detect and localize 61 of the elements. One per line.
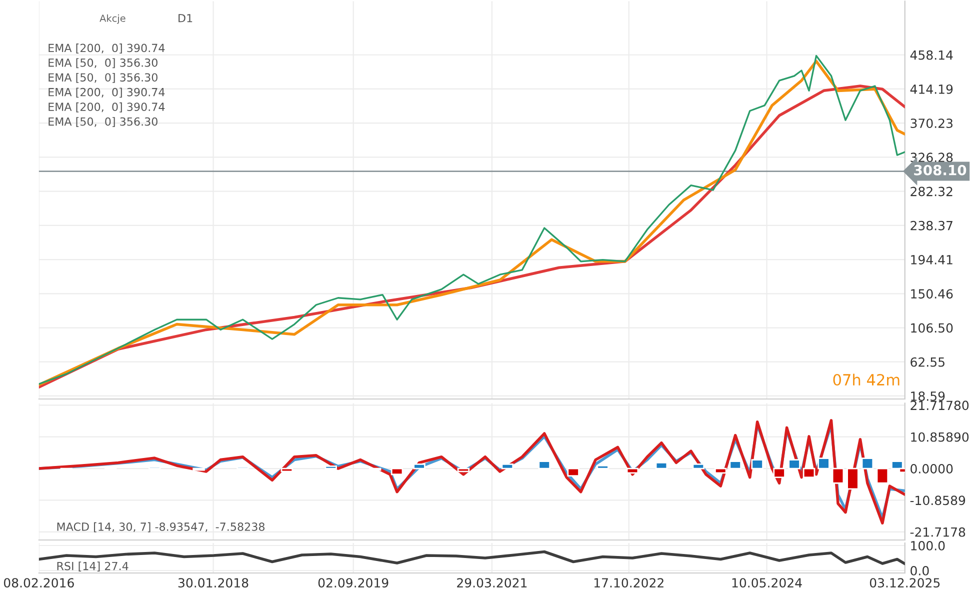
annotation: EMA [200, 0] 390.74 (48, 102, 165, 112)
bar (773, 468, 786, 478)
bar (501, 463, 514, 470)
ref-line-label: 308.10 (914, 164, 966, 176)
bar (413, 463, 426, 470)
bar (714, 468, 727, 474)
annotation: EMA [50, 0] 356.30 (48, 58, 158, 68)
y-tick-label: 100.0 (911, 540, 945, 550)
y-tick-label: 458.14 (910, 50, 953, 60)
x-tick-label: 08.02.2016 (4, 578, 74, 588)
annotation: Akcje (100, 14, 126, 24)
bar (729, 460, 742, 470)
annotation: EMA [200, 0] 390.74 (48, 88, 165, 98)
bar (457, 468, 470, 472)
y-tick-label: 0.0000 (910, 464, 953, 474)
bar (846, 468, 859, 490)
x-tick-label: 29.03.2021 (457, 578, 527, 588)
bar (832, 468, 844, 484)
y-tick-label: 414.19 (910, 84, 953, 94)
annotation: RSI [14] 27.4 (57, 562, 128, 572)
annotation: EMA [50, 0] 356.30 (48, 117, 158, 128)
annotation: D1 (178, 14, 192, 22)
annotation: 07h 42m (833, 374, 900, 386)
y-tick-label: 238.37 (910, 220, 952, 230)
y-tick-label: 194.41 (911, 255, 952, 264)
bar (280, 468, 294, 472)
bar (876, 468, 889, 484)
bar (692, 463, 705, 470)
bar (861, 458, 874, 470)
x-tick-label: 03.12.2025 (870, 578, 940, 588)
y-tick-label: 10.85890 (911, 432, 969, 442)
bar (567, 468, 580, 477)
x-tick-label: 02.09.2019 (318, 578, 388, 588)
y-tick-label: -10.8589 (910, 496, 966, 506)
annotation: EMA [200, 0] 390.74 (48, 44, 165, 54)
x-tick-label: 10.05.2024 (732, 578, 802, 588)
bar (751, 459, 764, 470)
bar (802, 468, 816, 478)
annotation: EMA [50, 0] 356.30 (48, 72, 158, 83)
y-tick-label: 282.32 (910, 186, 952, 196)
bar (324, 466, 338, 470)
y-tick-label: 62.55 (910, 357, 944, 367)
bar (788, 459, 800, 470)
bar (655, 462, 668, 470)
bar (390, 468, 404, 476)
bar (891, 460, 904, 470)
y-tick-label: 18.59 (911, 391, 945, 401)
y-tick-label: 326.28 (910, 152, 953, 162)
y-tick-label: 21.71780 (910, 400, 969, 410)
x-tick-label: 30.01.2018 (178, 578, 248, 588)
bar (626, 468, 639, 474)
x-tick-label: 17.10.2022 (594, 578, 664, 588)
bar (596, 464, 609, 470)
annotation: MACD [14, 30, 7] -8.93547, -7.58238 (57, 522, 264, 532)
y-tick-label: 106.50 (911, 323, 953, 333)
y-tick-label: 150.46 (911, 289, 953, 299)
bar (538, 460, 550, 470)
bar (818, 458, 830, 470)
y-tick-label: -21.7178 (910, 527, 966, 537)
y-tick-label: 370.23 (910, 118, 952, 128)
y-tick-label: 0.0 (910, 566, 929, 576)
